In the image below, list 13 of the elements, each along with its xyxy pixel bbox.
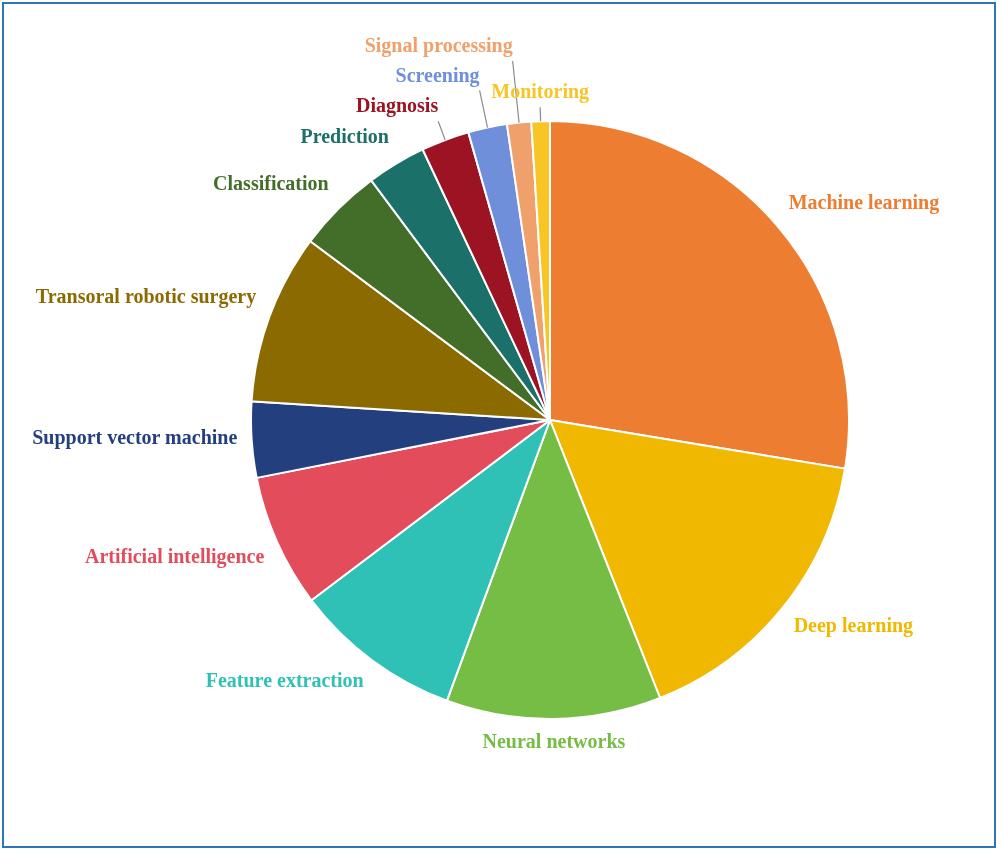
slice-label: Support vector machine (32, 425, 238, 449)
slice-label: Classification (213, 171, 329, 194)
slice-label: Neural networks (482, 730, 626, 753)
slice-label: Transoral robotic surgery (35, 285, 257, 309)
slice-label: Monitoring (491, 80, 590, 104)
slice-label: Signal processing (364, 34, 513, 58)
slice-label: Artificial intelligence (84, 545, 265, 569)
slice-label: Feature extraction (205, 668, 364, 691)
slice-label: Screening (395, 63, 480, 87)
slice-label: Prediction (300, 124, 389, 147)
slice-label: Deep learning (793, 613, 914, 637)
slice-label: Machine learning (788, 190, 940, 214)
slice-label: Diagnosis (355, 94, 439, 118)
